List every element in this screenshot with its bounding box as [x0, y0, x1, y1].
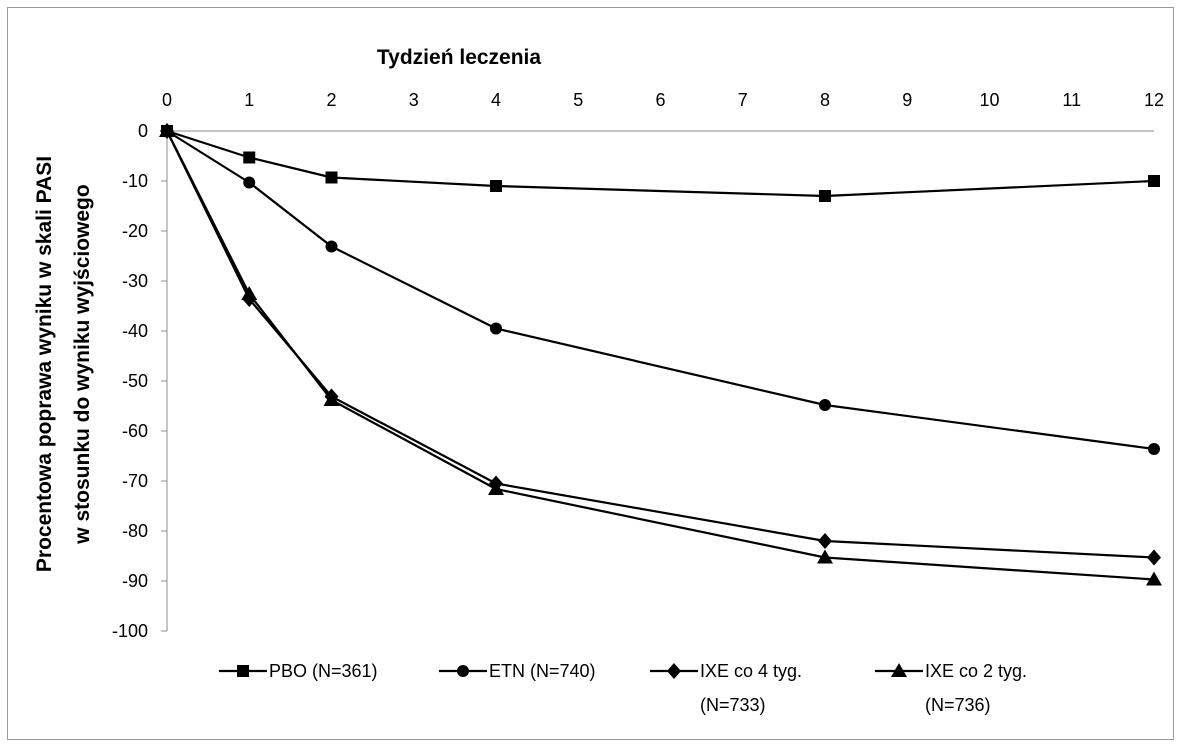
series-1	[161, 125, 1160, 202]
data-point-square	[819, 190, 831, 202]
x-tick-label: 7	[738, 90, 748, 110]
legend-marker-triangle	[891, 663, 907, 677]
chart-title: Tydzień leczenia	[377, 46, 541, 69]
x-tick-label: 11	[1062, 90, 1081, 110]
data-point-square	[243, 151, 256, 164]
legend-item-3: IXE co 4 tyg. (N=733)	[650, 661, 802, 715]
y-tick-label: -100	[112, 621, 148, 641]
data-point-diamond	[1147, 549, 1161, 566]
y-tick-label: -90	[122, 571, 148, 591]
x-tick-label: 4	[491, 90, 501, 110]
x-tick-label: 0	[162, 90, 172, 110]
legend-item-4: IXE co 2 tyg. (N=736)	[875, 661, 1027, 715]
data-point-triangle	[159, 123, 175, 137]
legend-label: IXE co 2 tyg.	[925, 661, 1027, 681]
legend-label: IXE co 4 tyg.	[700, 661, 802, 681]
series-3	[160, 123, 1161, 566]
series-layer	[159, 123, 1162, 586]
series-4	[159, 123, 1162, 586]
x-tick-label: 2	[326, 90, 336, 110]
series-2	[161, 125, 1160, 455]
y-axis-label: Procentowa poprawa wyniku w skali PASI w…	[33, 156, 94, 572]
y-tick-label: 0	[138, 121, 148, 141]
data-point-circle	[325, 240, 338, 253]
data-point-circle	[1148, 443, 1160, 455]
x-tick-label: 6	[655, 90, 665, 110]
data-point-triangle	[488, 481, 504, 495]
y-tick-label: -30	[122, 271, 148, 291]
x-tick-label: 10	[979, 90, 999, 110]
y-tick-label: -20	[122, 221, 148, 241]
y-tick-label: -10	[122, 171, 148, 191]
y-tick-label: -80	[122, 521, 148, 541]
chart-frame: Tydzień leczenia Procentowa poprawa wyni…	[7, 7, 1174, 740]
data-point-circle	[819, 399, 831, 411]
legend-label: ETN (N=740)	[489, 661, 596, 681]
data-point-square	[1148, 175, 1160, 187]
legend-label: PBO (N=361)	[269, 661, 378, 681]
x-tick-labels: 0 1 2 3 4 5 6 7 8 9 10 11 12	[162, 90, 1164, 110]
line-chart: Tydzień leczenia Procentowa poprawa wyni…	[33, 46, 1164, 715]
data-point-triangle	[817, 549, 833, 564]
axes	[161, 130, 1154, 632]
x-tick-label: 1	[244, 90, 254, 110]
legend-label-n: (N=736)	[925, 695, 991, 715]
data-point-triangle	[1146, 571, 1162, 586]
legend: PBO (N=361) ETN (N=740) IXE co 4 tyg. (N=73…	[219, 661, 1027, 715]
y-tick-labels: 0 -10 -20 -30 -40 -50 -60 -70 -80 -90 -100	[112, 121, 148, 641]
y-axis-label-line-2: w stosunku do wyniku wyjściowego	[71, 184, 94, 544]
legend-marker-square	[237, 665, 249, 677]
series-line	[166, 129, 1155, 198]
data-point-square	[490, 180, 502, 192]
data-point-circle	[243, 176, 256, 189]
y-tick-label: -60	[122, 421, 148, 441]
legend-marker-circle	[457, 665, 469, 677]
series-line	[166, 130, 1155, 559]
legend-item-1: PBO (N=361)	[219, 661, 378, 681]
x-tick-label: 3	[409, 90, 419, 110]
y-tick-label: -50	[122, 371, 148, 391]
y-tick-label: -70	[122, 471, 148, 491]
legend-label-n: (N=733)	[700, 695, 766, 715]
data-point-triangle	[323, 392, 340, 406]
data-point-circle	[490, 322, 502, 335]
series-line	[166, 130, 1155, 581]
x-tick-label: 5	[573, 90, 583, 110]
y-axis-label-line-1: Procentowa poprawa wyniku w skali PASI	[33, 156, 56, 572]
x-tick-label: 9	[902, 90, 912, 110]
data-point-triangle	[241, 286, 258, 300]
series-line	[166, 130, 1155, 451]
legend-item-2: ETN (N=740)	[439, 661, 596, 681]
x-tick-label: 12	[1144, 90, 1164, 110]
legend-marker-diamond	[667, 663, 681, 679]
x-tick-label: 8	[820, 90, 830, 110]
data-point-square	[325, 171, 338, 184]
data-point-diamond	[818, 533, 832, 549]
y-tick-label: -40	[122, 321, 148, 341]
